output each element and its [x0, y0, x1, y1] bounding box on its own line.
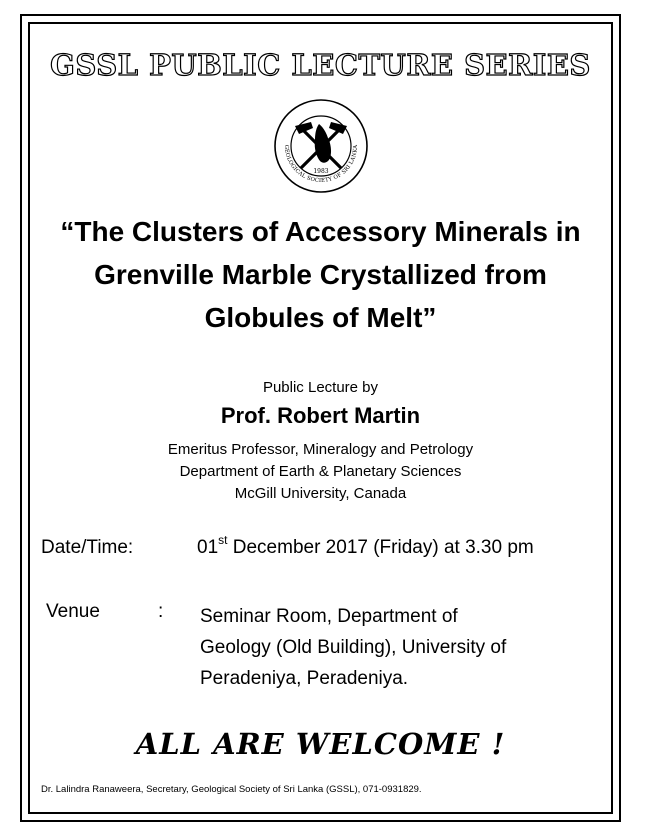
venue-label: Venue	[46, 601, 100, 622]
logo-year: 1983	[313, 168, 328, 175]
lecture-title-line: Grenville Marble Crystallized from	[94, 259, 547, 290]
speaker-affiliation: Emeritus Professor, Mineralogy and Petro…	[28, 439, 613, 505]
lecture-title: “The Clusters of Accessory Minerals in G…	[28, 210, 613, 339]
series-title: GSSL PUBLIC LECTURE SERIES	[50, 47, 591, 82]
public-lecture-by: Public Lecture by	[262, 379, 379, 396]
footer-contact: Dr. Lalindra Ranaweera, Secretary, Geolo…	[41, 784, 422, 795]
venue-colon: :	[158, 601, 164, 622]
speaker-name: Prof. Robert Martin	[220, 403, 421, 428]
affiliation-line: Emeritus Professor, Mineralogy and Petro…	[167, 441, 474, 458]
affiliation-line: Department of Earth & Planetary Sciences	[179, 463, 462, 480]
venue-value: Seminar Room, Department of Geology (Old…	[200, 601, 506, 694]
datetime-value: 01st December 2017 (Friday) at 3.30 pm	[197, 534, 534, 559]
welcome-banner: ALL ARE WELCOME !	[135, 727, 506, 761]
gssl-logo-icon: 1983 GEOLOGICAL SOCIETY OF SRI LANKA	[274, 99, 368, 193]
datetime-rest: December 2017 (Friday) at 3.30 pm	[227, 537, 534, 558]
datetime-day: 01	[197, 537, 219, 558]
venue-line: Geology (Old Building), University of	[200, 637, 507, 658]
venue-line: Peradeniya, Peradeniya.	[200, 668, 409, 689]
affiliation-line: McGill University, Canada	[234, 485, 407, 502]
lecture-title-line: Globules of Melt”	[204, 302, 437, 333]
venue-line: Seminar Room, Department of	[200, 606, 458, 627]
datetime-label: Date/Time:	[41, 537, 134, 558]
page-border-inner	[28, 22, 613, 814]
datetime-day-suffix: st	[218, 533, 228, 547]
lecture-title-line: “The Clusters of Accessory Minerals in	[60, 216, 581, 247]
page-border-outer	[20, 14, 621, 822]
